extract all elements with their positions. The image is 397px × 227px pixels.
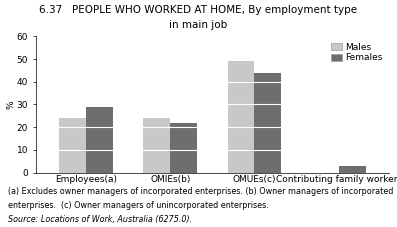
Text: enterprises.  (c) Owner managers of unincorporated enterprises.: enterprises. (c) Owner managers of uninc… bbox=[8, 201, 269, 210]
Bar bbox=[143, 118, 170, 173]
Bar bbox=[59, 118, 86, 173]
Legend: Males, Females: Males, Females bbox=[329, 41, 385, 64]
Bar bbox=[86, 107, 113, 173]
Bar bbox=[170, 123, 197, 173]
Text: in main job: in main job bbox=[170, 20, 227, 30]
Text: 6.37   PEOPLE WHO WORKED AT HOME, By employment type: 6.37 PEOPLE WHO WORKED AT HOME, By emplo… bbox=[39, 5, 358, 15]
Bar bbox=[254, 73, 281, 173]
Text: Source: Locations of Work, Australia (6275.0).: Source: Locations of Work, Australia (62… bbox=[8, 215, 192, 224]
Bar bbox=[227, 61, 254, 173]
Bar bbox=[339, 166, 366, 173]
Y-axis label: %: % bbox=[6, 100, 15, 109]
Text: (a) Excludes owner managers of incorporated enterprises. (b) Owner managers of i: (a) Excludes owner managers of incorpora… bbox=[8, 187, 393, 196]
